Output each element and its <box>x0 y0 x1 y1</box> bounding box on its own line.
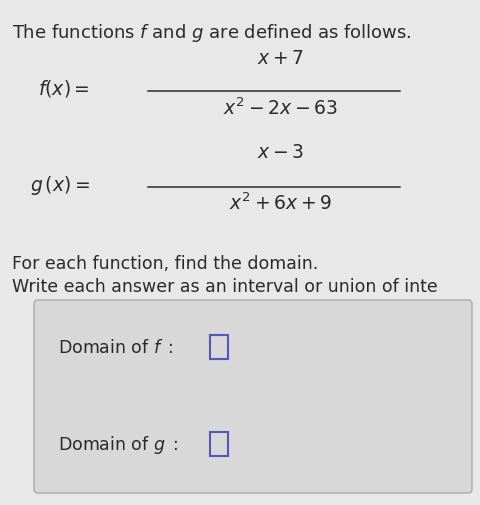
Text: For each function, find the domain.: For each function, find the domain. <box>12 255 318 273</box>
Text: $x+7$: $x+7$ <box>257 49 303 68</box>
Text: $x^2-2x-63$: $x^2-2x-63$ <box>223 97 337 118</box>
FancyBboxPatch shape <box>210 432 228 456</box>
Text: Domain of $\mathit{f}\;:$: Domain of $\mathit{f}\;:$ <box>58 338 173 357</box>
FancyBboxPatch shape <box>34 300 472 493</box>
Text: Write each answer as an interval or union of inte: Write each answer as an interval or unio… <box>12 277 438 295</box>
Text: The functions $\mathit{f}$ and $g$ are defined as follows.: The functions $\mathit{f}$ and $g$ are d… <box>12 22 412 44</box>
Text: $\mathit{f}(x) =$: $\mathit{f}(x) =$ <box>38 77 90 98</box>
Text: $g\,(x) =$: $g\,(x) =$ <box>30 173 90 196</box>
Text: $x^2+6x+9$: $x^2+6x+9$ <box>228 192 332 214</box>
FancyBboxPatch shape <box>210 335 228 359</box>
Text: $x-3$: $x-3$ <box>256 143 303 162</box>
Text: Domain of $g\;:$: Domain of $g\;:$ <box>58 433 178 455</box>
